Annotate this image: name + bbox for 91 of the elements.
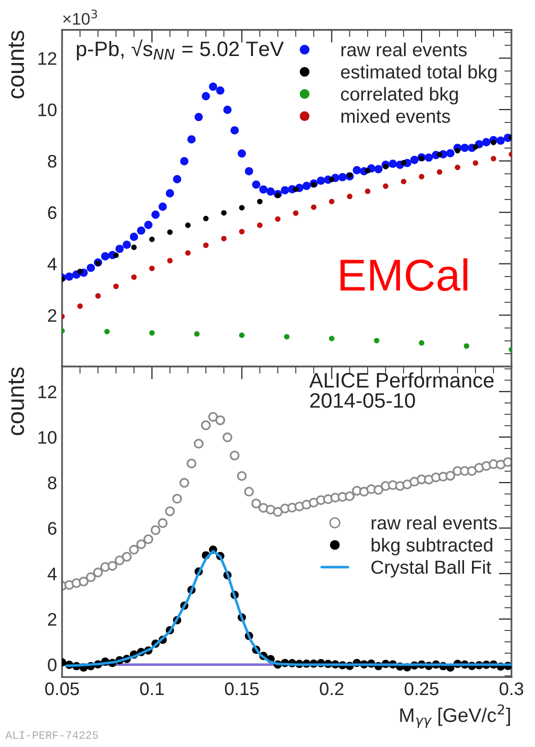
y-tick-label: 0: [48, 658, 56, 672]
y-axis-title: counts: [8, 367, 24, 436]
point: [203, 216, 209, 222]
x-axis-title: M$_{γγ}$ [GeV/c$^{2}$]: [400, 704, 510, 728]
legend-label: correlated bkg: [341, 86, 458, 104]
y-tick-label: 10: [38, 103, 56, 116]
point: [275, 192, 281, 198]
point: [400, 160, 406, 166]
annotation: ALICE Performance: [309, 372, 494, 388]
point: [292, 186, 299, 192]
y-tick-label: 8: [48, 154, 56, 168]
point: [436, 152, 442, 158]
point: [167, 229, 173, 235]
x-tick-label: 0.1: [140, 682, 164, 696]
legend-label: estimated total bkg: [341, 64, 496, 82]
point: [364, 168, 370, 174]
point: [185, 222, 191, 228]
point: [131, 274, 137, 280]
point: [239, 332, 245, 338]
point: [364, 188, 370, 194]
point: [328, 198, 334, 204]
y-tick-label: 8: [48, 476, 56, 490]
point: [194, 331, 200, 337]
legend-label: bkg subtracted: [372, 538, 492, 556]
legend-label: mixed events: [341, 109, 450, 123]
point: [382, 164, 388, 170]
point: [104, 328, 110, 334]
point: [382, 183, 388, 189]
point: [77, 268, 83, 274]
point: [149, 266, 155, 272]
point: [418, 174, 424, 180]
point: [113, 252, 119, 258]
y-tick-label: 12: [38, 386, 56, 398]
y-tick-label: 2: [48, 309, 56, 322]
point: [275, 216, 281, 222]
point: [292, 210, 299, 216]
x-tick-label: 0.15: [224, 682, 259, 696]
y-tick-label: 4: [48, 258, 57, 270]
point: [113, 284, 119, 290]
point: [310, 204, 316, 210]
point: [284, 334, 290, 340]
y-tick-label: 6: [48, 206, 56, 220]
legend-label: Crystal Ball Fit: [371, 560, 492, 578]
y-tick-label: 10: [38, 431, 56, 444]
point: [328, 336, 334, 342]
point: [185, 250, 191, 256]
legend-label: raw real events: [372, 516, 497, 530]
point: [257, 222, 263, 228]
point: [203, 242, 209, 248]
point: [490, 140, 496, 146]
point: [167, 258, 173, 264]
point: [454, 148, 460, 154]
y-tick-label: 4: [48, 568, 57, 580]
point: [131, 244, 137, 250]
point: [436, 169, 442, 175]
point: [418, 156, 424, 162]
x-tick-label: 0.3: [500, 682, 524, 696]
point: [328, 176, 334, 182]
x-tick-label: 0.2: [320, 682, 344, 696]
point: [418, 340, 424, 346]
point: [472, 160, 478, 166]
y-tick-label: 2: [48, 613, 56, 626]
point: [239, 228, 245, 234]
text: ×10$^{3}$: [63, 10, 97, 25]
x-tick-label: 0.25: [404, 682, 438, 696]
annotation: 2014-05-10: [310, 393, 415, 408]
point: [149, 330, 155, 336]
legend-label: raw real events: [341, 42, 467, 56]
text: ALI-PERF-74225: [5, 731, 98, 739]
point: [149, 236, 155, 242]
y-axis-title: counts: [8, 30, 24, 98]
point: [454, 164, 460, 170]
point: [95, 293, 101, 299]
point: [472, 144, 478, 150]
point: [77, 303, 83, 309]
point: [490, 156, 496, 162]
point: [374, 338, 380, 344]
point: [346, 194, 352, 200]
x-tick-label: 0.05: [45, 682, 79, 696]
point: [346, 172, 352, 178]
y-tick-label: 12: [38, 52, 56, 65]
point: [464, 343, 470, 349]
point: [400, 178, 406, 184]
point: [257, 198, 263, 204]
annotation: EMCal: [340, 258, 468, 291]
annotation: p-Pb, √s$_{NN}$ = 5.02 TeV: [76, 40, 284, 60]
y-tick-label: 6: [48, 522, 56, 535]
point: [310, 182, 316, 188]
point: [239, 204, 245, 210]
point: [221, 236, 227, 242]
point: [221, 210, 227, 216]
